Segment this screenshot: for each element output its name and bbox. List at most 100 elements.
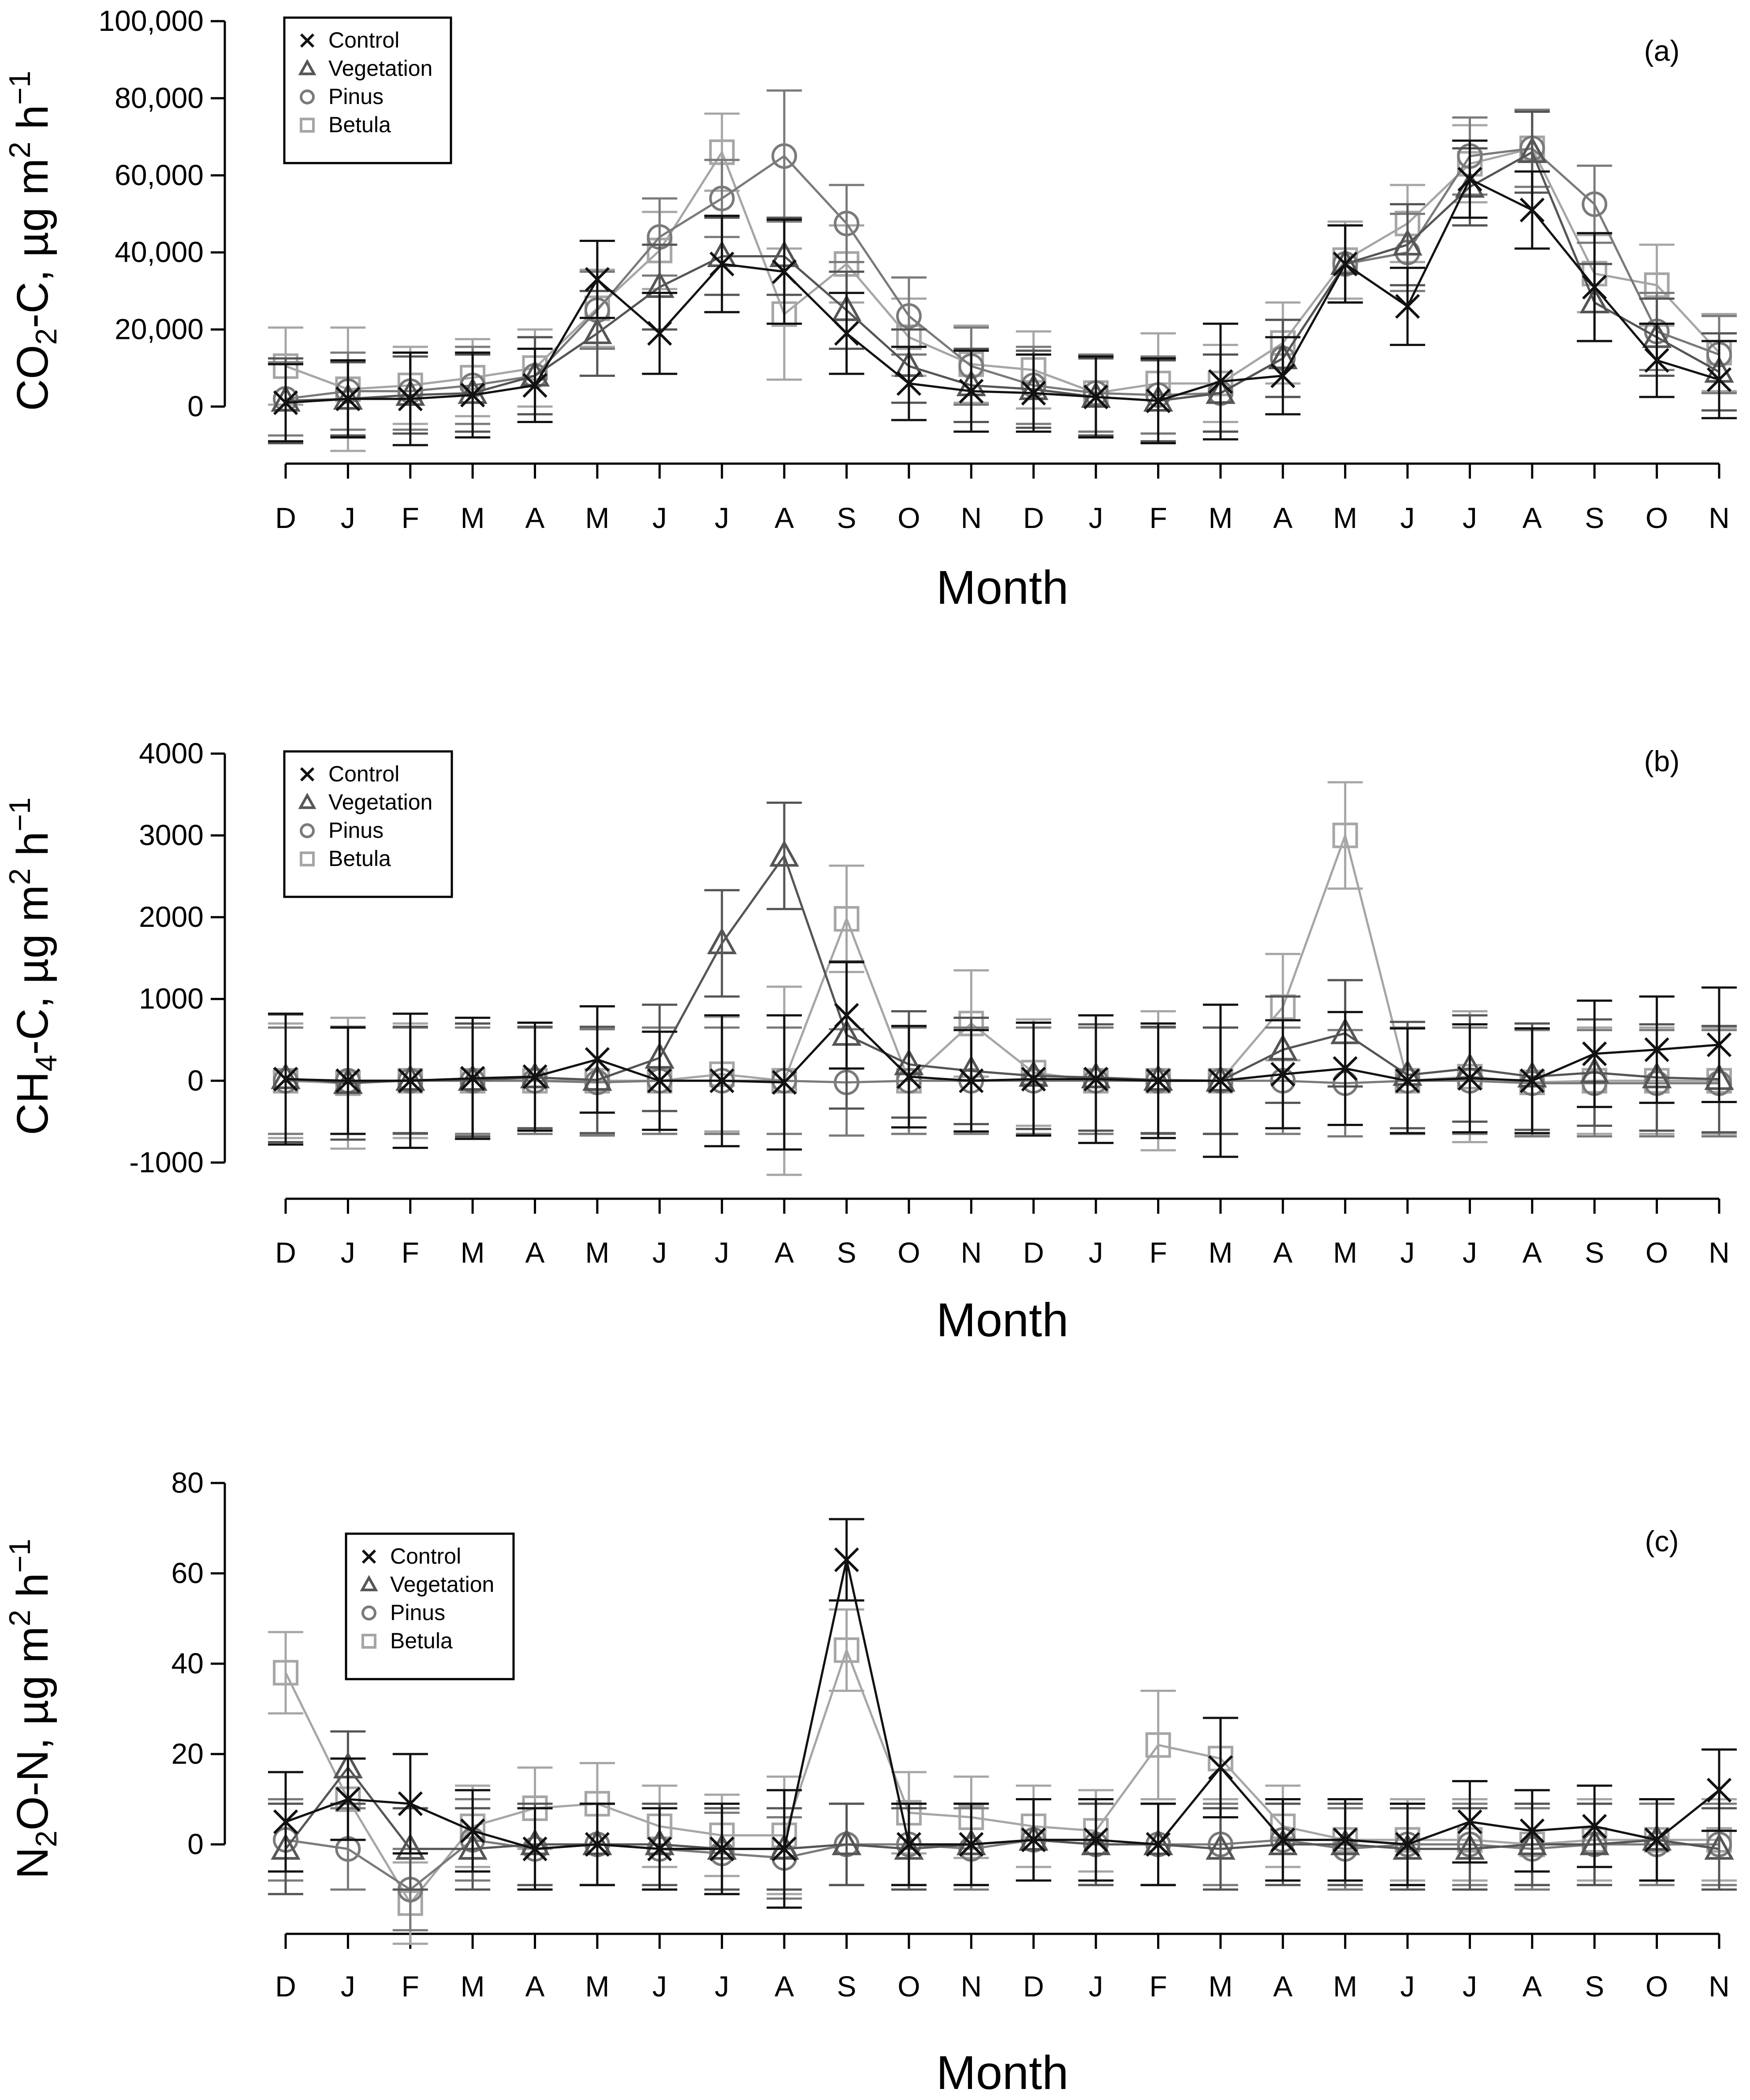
x-tick-label: A <box>1273 502 1292 534</box>
y-tick-label: 20,000 <box>115 313 204 346</box>
x-tick-label: D <box>275 502 296 534</box>
data-point <box>335 386 361 412</box>
x-tick-label: S <box>1585 502 1604 534</box>
y-tick-label: 40,000 <box>115 236 204 268</box>
x-tick-label: O <box>1646 1236 1668 1269</box>
data-point <box>834 211 860 237</box>
y-tick-label: 0 <box>187 1828 204 1860</box>
data-point <box>1021 1827 1046 1852</box>
data-point <box>582 317 612 344</box>
x-tick-label: N <box>961 502 982 534</box>
data-point <box>1270 363 1296 388</box>
x-tick-label: M <box>1333 1236 1357 1269</box>
error-bar <box>829 1803 864 1886</box>
data-point <box>1083 384 1109 409</box>
data-point <box>522 1836 547 1862</box>
data-point <box>1270 1827 1296 1852</box>
series-line <box>285 1559 1720 1850</box>
y-axis-label: CH4-C, µg m2 h−1 <box>3 797 63 1135</box>
x-tick-label: J <box>652 1236 667 1269</box>
data-point <box>1517 136 1547 163</box>
data-point <box>709 186 735 212</box>
x-tick-label: J <box>1089 1970 1103 2003</box>
legend-box <box>283 16 452 164</box>
data-point <box>460 383 485 408</box>
series-line <box>285 147 1720 400</box>
y-tick-label: 4000 <box>139 737 204 769</box>
data-point <box>335 1068 361 1093</box>
data-point <box>1457 1809 1482 1834</box>
x-tick-label: S <box>837 1970 856 2003</box>
data-point <box>1146 1068 1171 1093</box>
data-point <box>1208 1755 1233 1780</box>
legend-marker-vegetation <box>360 1575 378 1591</box>
x-tick-label: M <box>1333 1970 1357 2003</box>
legend-marker-betula <box>300 851 315 866</box>
x-tick-label: O <box>897 1970 920 2003</box>
legend-label-vegetation: Vegetation <box>328 790 432 814</box>
legend: Control Vegetation Pinus Betula <box>345 1532 515 1680</box>
data-point <box>896 1064 922 1089</box>
y-tick-label: 0 <box>187 1064 204 1096</box>
x-tick-label: J <box>341 502 355 534</box>
data-point <box>273 1809 298 1834</box>
x-tick-label: M <box>461 1970 485 2003</box>
data-point <box>585 1832 610 1857</box>
x-tick-label: J <box>1400 1236 1415 1269</box>
data-point <box>585 267 610 292</box>
x-tick-label: D <box>275 1236 296 1269</box>
data-point <box>1021 1067 1046 1092</box>
data-point <box>1457 167 1482 192</box>
data-point <box>772 1836 797 1862</box>
data-point <box>772 259 797 284</box>
x-tick-label: M <box>1208 502 1232 534</box>
data-point <box>1021 380 1046 406</box>
x-tick-label: J <box>1463 1970 1477 2003</box>
x-tick-label: S <box>837 1236 856 1269</box>
legend-marker-betula <box>361 1634 376 1649</box>
panel-c: 0 20 40 60 80 N2O-N, µg m2 h−1 D J F M A M J J A S O N D J F… <box>3 1466 1737 2099</box>
panel-a: 0 20,000 40,000 60,000 80,000 100,000 CO2-C, µ… <box>3 4 1737 614</box>
data-point <box>395 1833 425 1860</box>
legend-label-betula: Betula <box>390 1628 453 1653</box>
data-point <box>460 1818 485 1844</box>
x-tick-label: A <box>1523 1970 1542 2003</box>
legend-label-pinus: Pinus <box>328 84 384 109</box>
x-tick-label: J <box>1463 1236 1477 1269</box>
error-bar <box>767 801 802 911</box>
legend-label-betula: Betula <box>328 846 391 871</box>
y-tick-label: 100,000 <box>98 4 204 37</box>
panel-label: (b) <box>1644 745 1680 777</box>
series-line <box>285 1765 1720 1850</box>
data-point <box>896 1832 922 1857</box>
series-line <box>284 1647 1719 1905</box>
data-point <box>460 1066 485 1091</box>
x-tick-label: A <box>774 1236 794 1269</box>
data-point <box>1519 1068 1545 1093</box>
legend-marker-betula <box>300 118 315 133</box>
legend-label-vegetation: Vegetation <box>328 56 432 81</box>
data-point <box>1145 1732 1171 1758</box>
data-point <box>1333 1827 1358 1852</box>
data-point <box>647 1836 672 1862</box>
y-tick-label: 1000 <box>139 982 204 1015</box>
x-tick-label: D <box>1023 502 1044 534</box>
series-control <box>268 139 1737 446</box>
legend-label-control: Control <box>390 1544 461 1568</box>
y-tick-label: 0 <box>187 390 204 423</box>
x-tick-label: M <box>461 502 485 534</box>
data-point <box>585 1047 610 1072</box>
data-point <box>1519 1818 1545 1844</box>
data-point <box>522 373 547 398</box>
x-tick-label: O <box>897 1236 920 1269</box>
x-tick-label: O <box>1646 1970 1668 2003</box>
x-tick-label: J <box>715 1970 729 2003</box>
x-tick-label: M <box>1333 502 1357 534</box>
x-tick-label: D <box>275 1970 296 2003</box>
data-point <box>273 1067 298 1092</box>
data-point <box>398 1791 423 1816</box>
data-point <box>1146 1832 1171 1857</box>
error-bar <box>829 184 864 264</box>
legend-marker-pinus <box>300 823 315 838</box>
